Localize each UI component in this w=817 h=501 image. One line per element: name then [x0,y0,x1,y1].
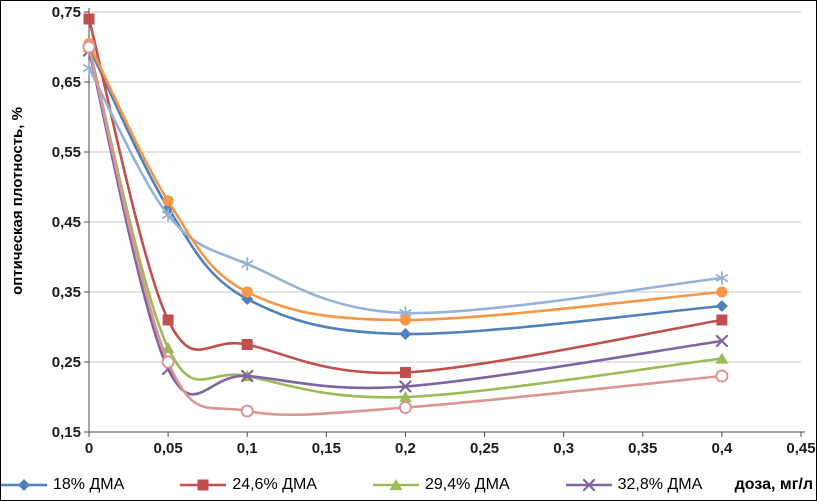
legend-label: 29,4% ДМА [424,476,510,493]
legend-item-2: 29,4% ДМА [372,476,510,494]
svg-text:0,45: 0,45 [786,440,815,457]
legend-item-3: 32,8% ДМА [565,476,703,494]
chart-legend: 18% ДМА 24,6% ДМА 29,4% ДМА 32,8% ДМА [1,476,702,494]
svg-text:0,2: 0,2 [395,440,416,457]
series-4 [82,61,729,320]
series-6 [82,40,729,418]
svg-text:0,25: 0,25 [52,354,81,371]
legend-marker-x-icon [565,478,612,492]
legend-item-0: 18% ДМА [1,476,124,494]
svg-text:0,75: 0,75 [52,4,81,21]
svg-text:0,65: 0,65 [52,74,81,91]
series-group [82,13,729,418]
axis-tick-labels: 0,15 0,25 0,35 0,45 0,55 0,65 0,75 0 0,05 0,1 0,15… [52,4,816,457]
svg-text:0,25: 0,25 [470,440,499,457]
legend-label: 32,8% ДМА [617,476,703,493]
svg-text:0,35: 0,35 [628,440,657,457]
svg-text:0,05: 0,05 [154,440,183,457]
svg-text:0,3: 0,3 [553,440,574,457]
series-1 [83,13,728,378]
legend-label: 24,6% ДМА [232,476,317,493]
svg-text:0,15: 0,15 [312,440,341,457]
series-5 [83,37,728,326]
svg-text:0,35: 0,35 [52,284,81,301]
gridlines [89,11,801,363]
legend-marker-diamond-icon [1,479,47,491]
svg-text:0,4: 0,4 [711,440,733,457]
legend-bar: 18% ДМА 24,6% ДМА 29,4% ДМА 32,8% ДМА доза,… [1,476,816,494]
legend-marker-triangle-icon [372,479,419,491]
legend-label: 18% ДМА [53,476,125,493]
svg-text:0: 0 [85,440,93,457]
series-0 [83,41,728,340]
legend-marker-square-icon [180,479,227,491]
y-axis-title: оптическая плотность, % [9,107,26,295]
legend-item-1: 24,6% ДМА [180,476,317,494]
svg-text:0,15: 0,15 [52,424,81,441]
x-axis-title: доза, мг/л [734,476,813,493]
svg-text:0,55: 0,55 [52,144,81,161]
axes [84,8,805,437]
svg-text:0,1: 0,1 [237,440,258,457]
svg-text:0,45: 0,45 [52,214,81,231]
